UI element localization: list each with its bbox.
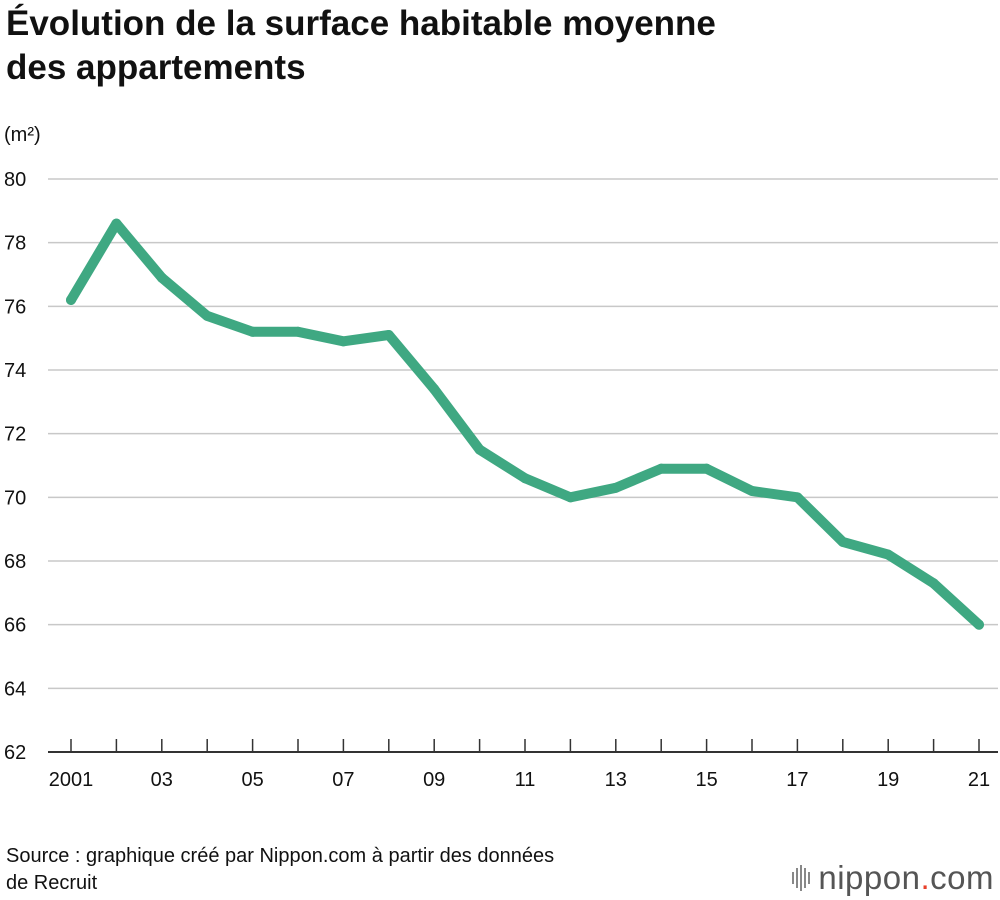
x-tick-label: 13 xyxy=(605,769,627,791)
x-tick-label: 09 xyxy=(423,769,445,791)
chart-title: Évolution de la surface habitable moyenn… xyxy=(6,2,906,90)
source-note: Source : graphique créé par Nippon.com à… xyxy=(6,843,726,897)
line-chart: 62 64 66 68 70 72 74 76 78 80 2001 03 05 07 09 11 13 15 1… xyxy=(4,169,998,791)
x-axis xyxy=(48,739,998,753)
x-tick-label: 07 xyxy=(332,769,354,791)
data-point xyxy=(792,492,803,503)
y-tick-label: 80 xyxy=(4,169,26,191)
chart-title-line-2: des appartements xyxy=(6,48,306,87)
data-point xyxy=(928,578,939,589)
data-point xyxy=(338,336,349,347)
data-point xyxy=(383,329,394,340)
data-point xyxy=(474,444,485,455)
x-axis-tick-labels: 2001 03 05 07 09 11 13 15 17 19 21 xyxy=(49,769,990,791)
data-point xyxy=(66,294,76,305)
y-tick-label: 74 xyxy=(4,360,26,382)
logo-name: nippon xyxy=(818,859,921,896)
y-tick-label: 66 xyxy=(4,615,26,637)
data-point xyxy=(293,326,303,337)
y-tick-label: 70 xyxy=(4,487,26,509)
data-point xyxy=(747,485,757,496)
y-tick-label: 78 xyxy=(4,233,26,255)
x-tick-label: 2001 xyxy=(49,769,94,791)
data-point xyxy=(701,463,712,474)
gridlines xyxy=(48,178,998,690)
nippon-logo: nippon. com xyxy=(792,858,994,898)
y-tick-label: 76 xyxy=(4,296,26,318)
data-point xyxy=(429,384,440,395)
y-tick-label: 62 xyxy=(4,742,26,764)
series-line-0 xyxy=(66,218,984,630)
x-tick-label: 05 xyxy=(241,769,263,791)
x-tick-label: 03 xyxy=(151,769,173,791)
x-tick-label: 19 xyxy=(877,769,899,791)
data-point xyxy=(610,482,621,493)
x-tick-label: 11 xyxy=(515,769,536,791)
source-line-2: de Recruit xyxy=(6,872,98,894)
data-point xyxy=(111,218,122,229)
source-line-1: Source : graphique créé par Nippon.com à… xyxy=(6,845,555,867)
y-axis-tick-labels: 62 64 66 68 70 72 74 76 78 80 xyxy=(4,169,26,764)
series-layer xyxy=(66,218,984,630)
data-point xyxy=(520,473,530,484)
y-axis-unit-label: (m²) xyxy=(4,124,41,146)
logo-bars-icon xyxy=(792,865,812,891)
data-point xyxy=(156,272,167,283)
data-point xyxy=(565,492,576,503)
data-point xyxy=(974,619,984,630)
y-tick-label: 68 xyxy=(4,551,26,573)
y-tick-label: 64 xyxy=(4,678,26,700)
data-point xyxy=(883,549,894,560)
logo-tld: com xyxy=(930,859,994,896)
x-tick-label: 17 xyxy=(786,769,808,791)
y-tick-label: 72 xyxy=(4,424,26,446)
x-tick-label: 15 xyxy=(695,769,717,791)
logo-dot: . xyxy=(920,859,931,896)
data-point xyxy=(202,310,213,321)
data-point xyxy=(837,536,848,547)
x-tick-label: 21 xyxy=(968,769,990,791)
data-point xyxy=(656,463,667,474)
chart-title-line-1: Évolution de la surface habitable moyenn… xyxy=(6,4,716,43)
data-point xyxy=(247,326,258,337)
